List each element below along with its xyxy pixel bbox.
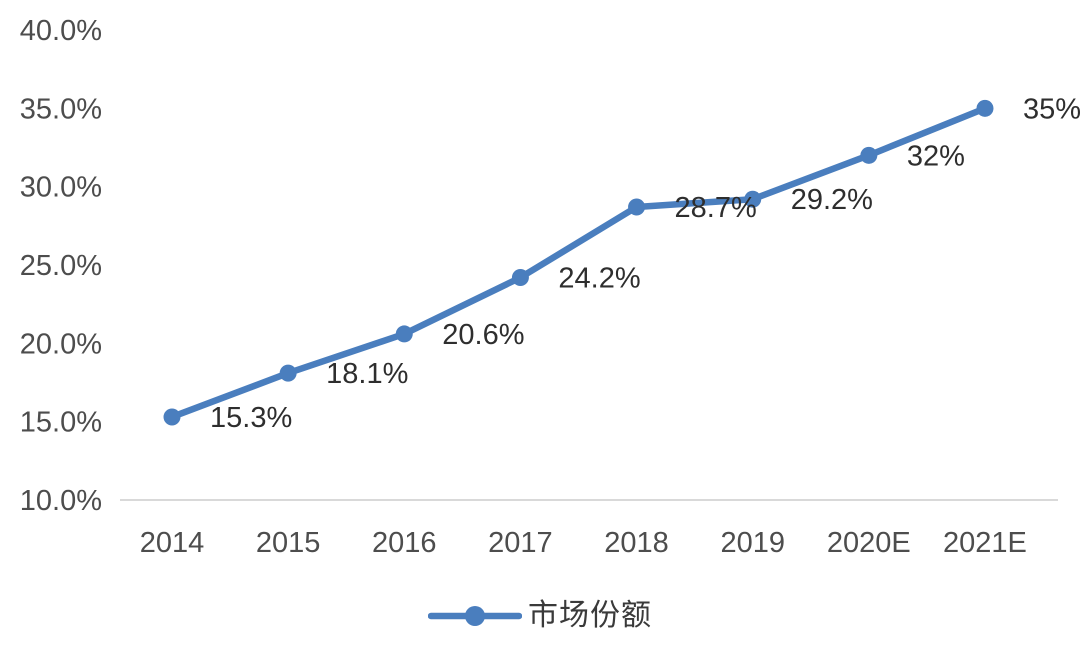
y-axis-tick-label: 30.0% (20, 172, 102, 204)
data-point-marker (744, 190, 762, 208)
data-point-marker (163, 408, 181, 426)
data-point-label: 18.1% (326, 358, 408, 390)
x-axis-tick-label: 2014 (140, 527, 205, 559)
x-axis-tick-label: 2015 (256, 527, 321, 559)
series-line (168, 105, 989, 421)
y-axis-tick-label: 20.0% (20, 328, 102, 360)
x-axis-tick-label: 2021E (943, 527, 1027, 559)
data-point-label: 24.2% (558, 263, 640, 295)
data-point-label: 32% (907, 140, 965, 172)
x-axis-tick-label: 2016 (372, 527, 437, 559)
y-axis-tick-label: 35.0% (20, 93, 102, 125)
x-axis-tick-label: 2020E (827, 527, 911, 559)
legend-series-marker-icon (428, 606, 522, 626)
y-axis-tick-label: 15.0% (20, 407, 102, 439)
data-point-label: 20.6% (442, 319, 524, 351)
data-point-label: 35% (1023, 93, 1080, 125)
legend: 市场份额 (0, 596, 1080, 636)
x-axis-tick-label: 2019 (720, 527, 785, 559)
data-point-label: 28.7% (675, 192, 757, 224)
data-point-marker (395, 325, 413, 343)
data-point-marker (628, 198, 646, 216)
data-point-marker (860, 146, 878, 164)
data-point-marker (976, 99, 994, 117)
x-axis-tick-label: 2018 (604, 527, 669, 559)
chart-plot-area: 40.0% 35.0% 30.0% 25.0% 20.0% 15.0% 10.0% 2014 2… (20, 15, 1080, 559)
legend-dot-swatch (465, 606, 485, 626)
legend-label: 市场份额 (528, 599, 652, 632)
data-point-marker (279, 364, 297, 382)
x-axis-tick-label: 2017 (488, 527, 553, 559)
data-point-marker (511, 269, 529, 287)
y-axis-tick-label: 40.0% (20, 15, 102, 47)
y-axis-tick-label: 10.0% (20, 485, 102, 517)
data-point-label: 15.3% (210, 402, 292, 434)
y-axis-tick-label: 25.0% (20, 250, 102, 282)
data-point-label: 29.2% (791, 184, 873, 216)
